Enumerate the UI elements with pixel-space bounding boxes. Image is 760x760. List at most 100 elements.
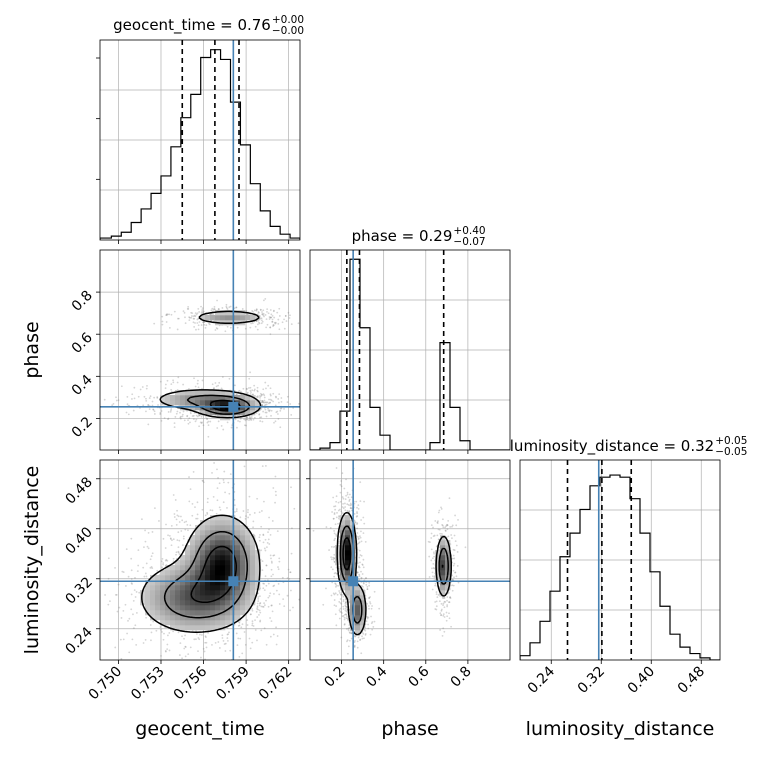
scatter-point xyxy=(443,606,446,609)
scatter-point xyxy=(260,629,263,632)
scatter-point xyxy=(442,613,445,616)
scatter-point xyxy=(192,321,195,324)
scatter-point xyxy=(260,407,263,410)
density-cell xyxy=(340,535,346,541)
scatter-point xyxy=(272,554,275,557)
density-cell xyxy=(190,405,196,411)
scatter-point xyxy=(260,401,263,404)
density-cell xyxy=(235,595,241,601)
scatter-point xyxy=(248,417,251,420)
scatter-point xyxy=(245,416,248,419)
density-cell xyxy=(190,605,196,611)
scatter-point xyxy=(156,396,159,398)
density-cell xyxy=(175,575,181,581)
scatter-point xyxy=(333,557,336,560)
scatter-point xyxy=(452,564,455,567)
scatter-point xyxy=(153,396,156,399)
scatter-point xyxy=(153,322,156,325)
scatter-point xyxy=(261,560,264,562)
scatter-point xyxy=(116,610,119,613)
scatter-point xyxy=(330,558,333,561)
density-cell xyxy=(185,600,191,606)
scatter-point xyxy=(357,566,360,569)
scatter-point xyxy=(443,616,446,618)
scatter-point xyxy=(193,317,196,320)
density-cell xyxy=(220,565,226,571)
scatter-point xyxy=(245,515,247,517)
scatter-point xyxy=(163,417,166,420)
scatter-point xyxy=(349,504,352,507)
scatter-point xyxy=(265,318,268,320)
density-cell xyxy=(220,400,226,406)
density-cell xyxy=(200,590,206,596)
density-cell xyxy=(180,590,186,596)
scatter-point xyxy=(221,637,224,639)
density-cell xyxy=(175,400,181,406)
density-cell xyxy=(235,615,241,621)
scatter-point xyxy=(161,557,164,560)
scatter-point xyxy=(176,328,179,331)
density-cell xyxy=(215,600,221,606)
density-cell xyxy=(240,405,246,411)
scatter-point xyxy=(147,404,150,406)
scatter-point xyxy=(284,315,287,317)
density-cell xyxy=(160,620,166,626)
scatter-point xyxy=(96,556,98,558)
scatter-point xyxy=(329,526,332,529)
scatter-point xyxy=(337,584,340,587)
density-cell xyxy=(235,560,241,566)
scatter-point xyxy=(430,559,433,562)
panel-title-geocent_time: geocent_time = 0.76 +0.00−0.00 xyxy=(113,14,304,37)
scatter-point xyxy=(438,600,441,603)
scatter-point xyxy=(227,640,229,642)
scatter-point xyxy=(182,383,185,386)
scatter-point xyxy=(342,595,345,598)
scatter-point xyxy=(205,324,208,327)
scatter-point xyxy=(196,513,199,516)
scatter-point xyxy=(277,568,280,571)
density-cell xyxy=(205,390,211,396)
scatter-point xyxy=(278,557,281,560)
scatter-point xyxy=(365,583,368,586)
density-cell xyxy=(225,390,231,396)
scatter-point xyxy=(353,644,356,647)
scatter-point xyxy=(176,509,178,512)
density-cell xyxy=(190,620,196,626)
scatter-point xyxy=(446,605,449,608)
density-cell xyxy=(200,390,206,396)
density-cell xyxy=(205,575,211,581)
density-cell xyxy=(185,555,191,561)
scatter-point xyxy=(177,376,180,379)
scatter-point xyxy=(226,626,229,629)
scatter-point xyxy=(199,633,201,636)
scatter-point xyxy=(166,559,169,562)
density-cell xyxy=(160,595,166,601)
density-cell xyxy=(155,605,161,611)
scatter-point xyxy=(212,387,215,390)
density-cell xyxy=(215,580,221,586)
scatter-point xyxy=(173,426,176,429)
density-cell xyxy=(205,405,211,411)
scatter-point xyxy=(335,516,338,519)
scatter-point xyxy=(367,623,369,626)
scatter-point xyxy=(115,396,117,399)
scatter-point xyxy=(434,582,437,585)
scatter-point xyxy=(130,582,133,585)
scatter-point xyxy=(359,638,362,641)
scatter-point xyxy=(348,498,351,501)
scatter-point xyxy=(193,377,195,380)
scatter-point xyxy=(135,591,138,593)
scatter-point xyxy=(366,617,369,620)
scatter-point xyxy=(171,539,173,542)
scatter-point xyxy=(433,567,436,570)
scatter-point xyxy=(168,632,171,634)
scatter-point xyxy=(263,582,266,585)
scatter-point xyxy=(192,414,195,417)
scatter-point xyxy=(172,557,175,560)
scatter-point xyxy=(263,604,266,607)
scatter-point xyxy=(435,600,438,603)
density-cell xyxy=(205,540,211,546)
density-cell xyxy=(185,400,191,406)
density-cell xyxy=(190,550,196,556)
scatter-point xyxy=(298,598,300,601)
